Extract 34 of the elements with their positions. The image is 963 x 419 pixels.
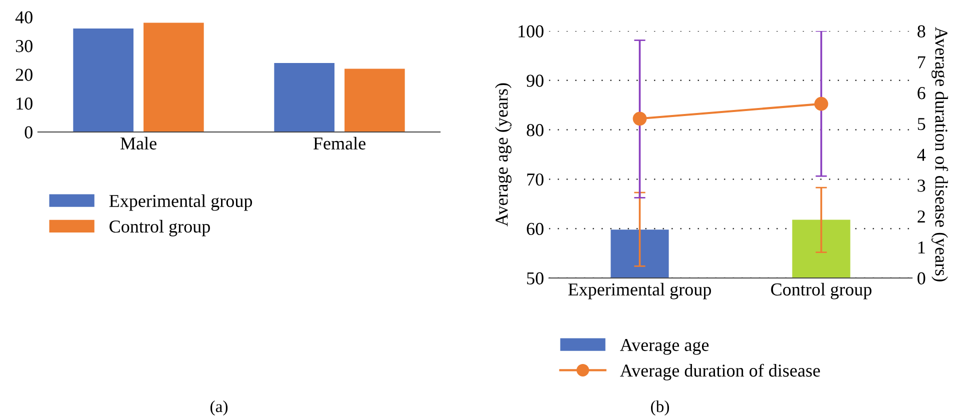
y-tick-label: 10 — [16, 98, 32, 110]
y2-tick-label: 1 — [918, 241, 925, 254]
y-tick-label: 90 — [526, 74, 544, 87]
y2-tick-label: 0 — [918, 272, 926, 284]
y2-tick-label: 6 — [918, 87, 926, 100]
y2-tick-label: 2 — [918, 210, 925, 223]
x-tick-label: Female — [313, 136, 366, 150]
y2-tick-label: 4 — [917, 148, 926, 161]
y-tick-label: 30 — [16, 40, 32, 52]
text: (a) — [210, 400, 228, 416]
legend-label: Average age — [620, 338, 709, 355]
x-tick-label: Male — [120, 136, 156, 150]
y2-tick-label: 8 — [918, 25, 926, 38]
y2-tick-label: 5 — [918, 118, 926, 130]
y-tick-label: 40 — [15, 11, 32, 24]
legend-label: Average duration of disease — [620, 364, 820, 380]
legend-label: Experimental group — [109, 194, 252, 211]
y-tick-label: 60 — [526, 222, 544, 236]
y-tick-label: 50 — [527, 272, 544, 284]
y-tick-label: 0 — [24, 126, 32, 138]
y-tick-label: 70 — [527, 173, 544, 186]
y2-tick-label: 3 — [918, 180, 926, 192]
bar — [73, 28, 134, 132]
y2-tick-label: 7 — [918, 56, 926, 68]
y-tick-label: 100 — [518, 25, 544, 38]
y-tick-label: 20 — [16, 68, 32, 81]
bar — [274, 63, 334, 132]
bar — [144, 22, 204, 132]
bar — [344, 68, 405, 132]
y-tick-label: 80 — [526, 124, 544, 136]
y2-axis-title: Average duration of disease (years) — [932, 27, 948, 282]
y-axis-title: Average age (years) — [495, 83, 512, 226]
text: (b) — [651, 400, 669, 416]
legend-label: Control group — [110, 220, 210, 236]
